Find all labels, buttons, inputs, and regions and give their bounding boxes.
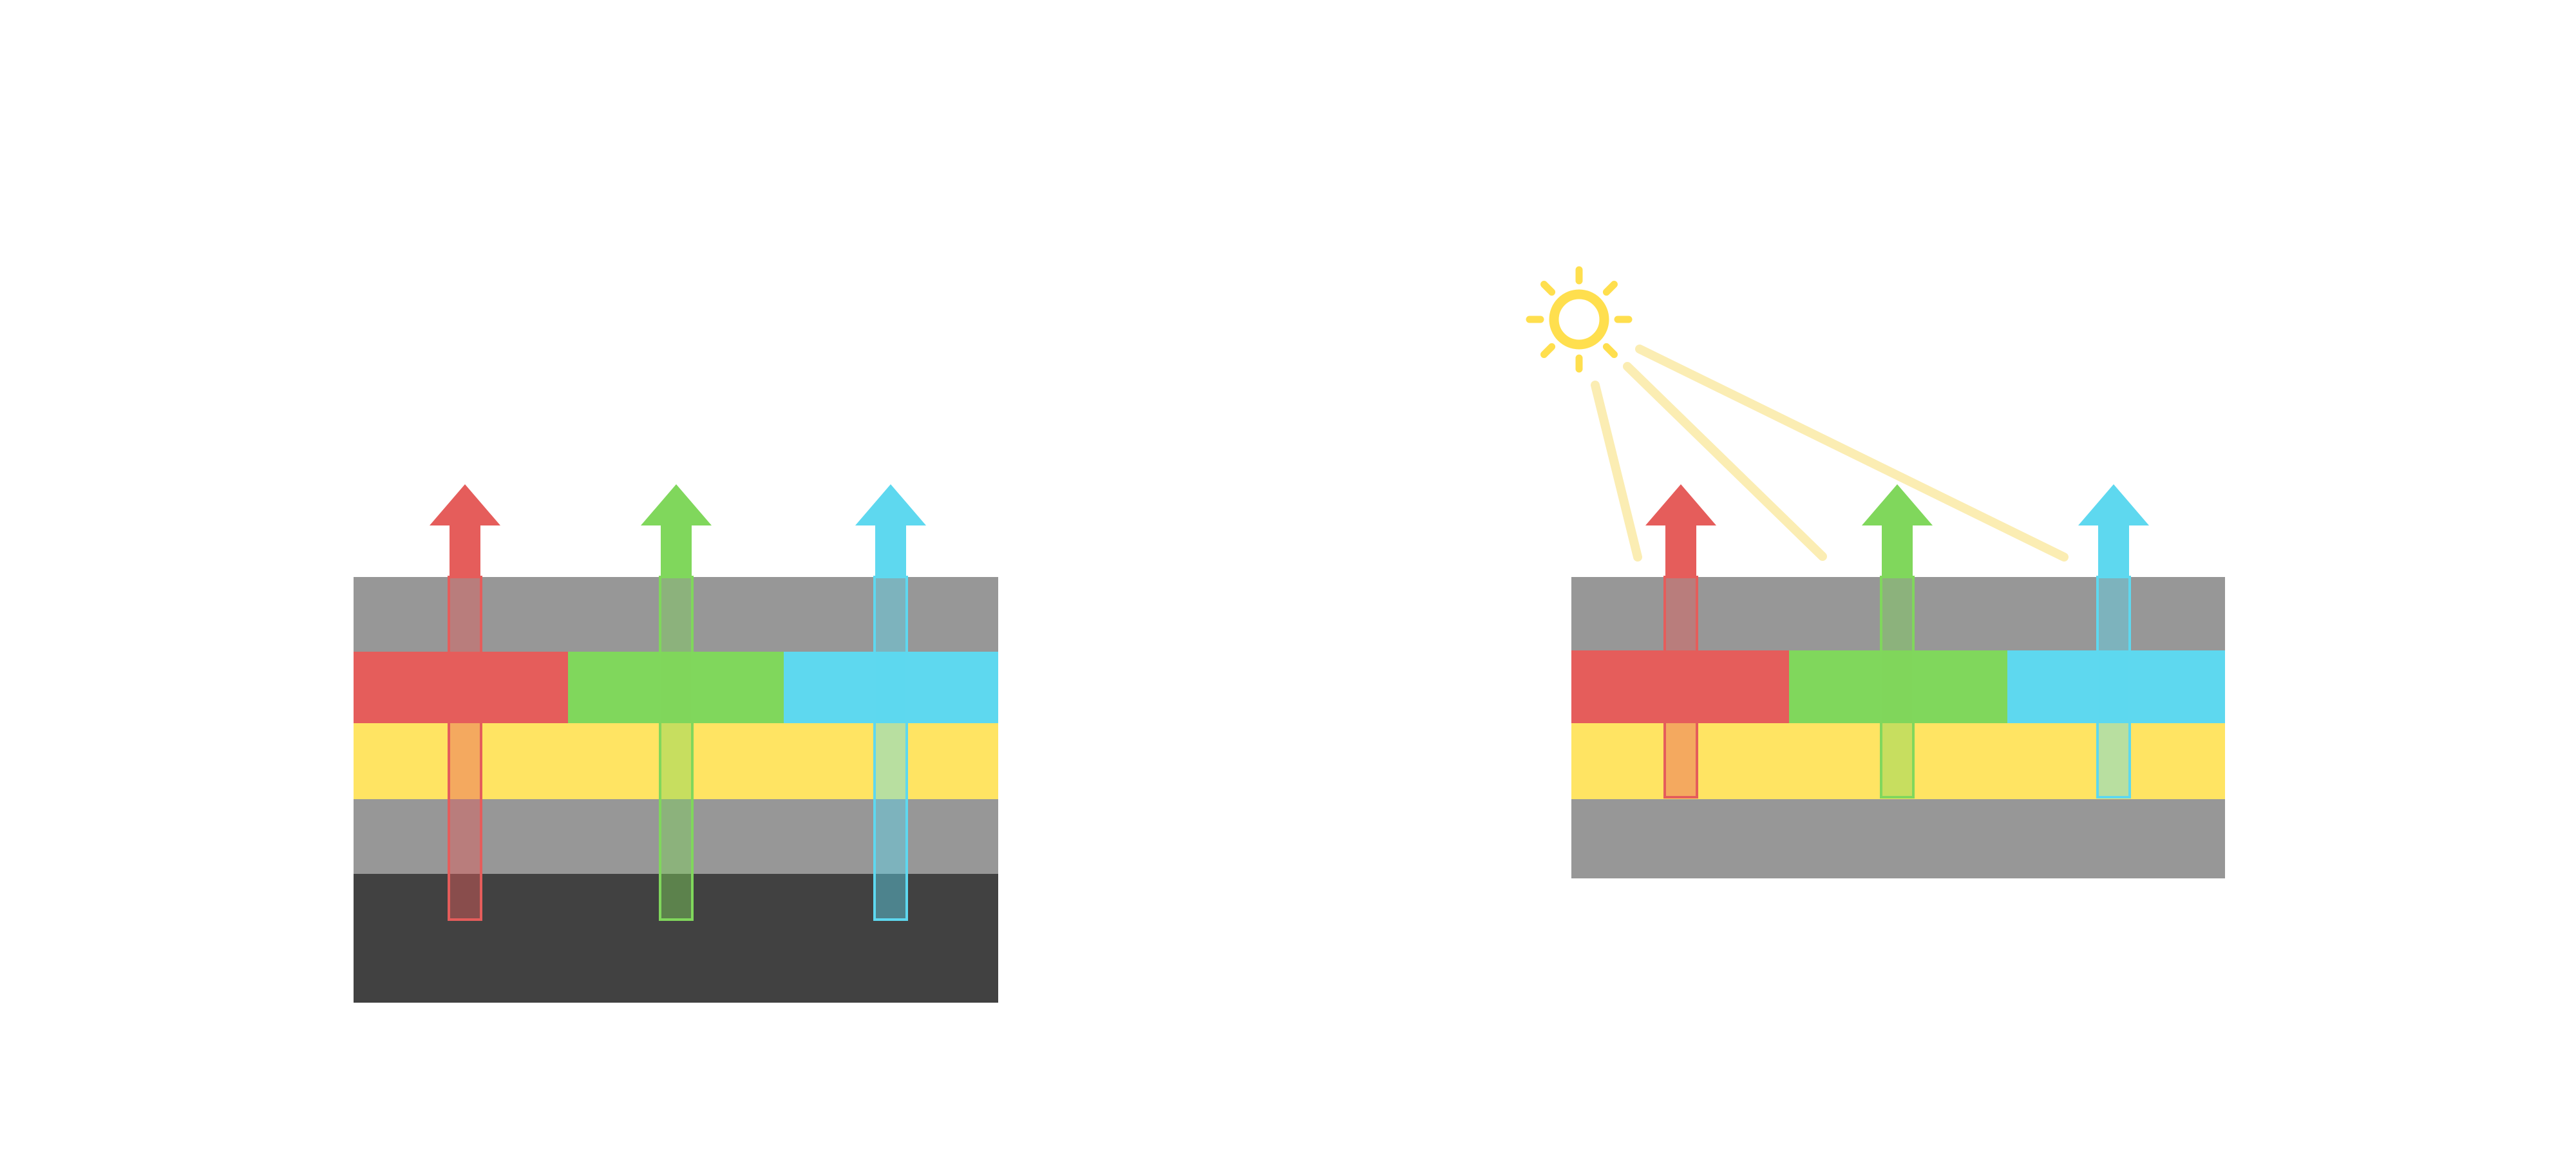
emissive-display-panel: [354, 484, 998, 1003]
left-red-subpixel: [354, 652, 568, 723]
right-green-arrow-head: [1862, 484, 1933, 578]
right-green-arrow-shaft: [1880, 576, 1915, 799]
left-green-arrow-shaft: [659, 576, 694, 921]
sun-icon: [1526, 266, 1633, 373]
right-red-up-arrow: [1645, 484, 1716, 799]
right-gray-bottom-layer: [1571, 799, 2225, 878]
left-gray-lower-layer: [354, 799, 998, 874]
left-red-arrow-shaft: [448, 576, 482, 921]
left-cyan-arrow-shaft: [873, 576, 908, 921]
sun-beam-middle: [1623, 362, 1827, 561]
left-green-up-arrow: [641, 484, 712, 921]
sun-beams: [1591, 345, 2069, 562]
sun-rays: [1526, 266, 1633, 373]
sun-beam-left: [1591, 381, 1642, 562]
right-cyan-arrow-head: [2078, 484, 2149, 578]
right-yellow-layer: [1571, 723, 2225, 799]
left-red-up-arrow: [430, 484, 500, 921]
left-cyan-up-arrow: [855, 484, 926, 921]
left-yellow-layer: [354, 723, 998, 799]
left-gray-top-layer: [354, 577, 998, 652]
left-cyan-arrow-head: [855, 484, 926, 578]
right-gray-top-layer: [1571, 577, 2225, 650]
right-cyan-subpixel: [2007, 650, 2225, 723]
right-red-arrow-head: [1645, 484, 1716, 578]
right-green-up-arrow: [1862, 484, 1933, 799]
reflective-display-panel: [1526, 266, 2225, 878]
right-green-subpixel: [1789, 650, 2007, 723]
right-red-subpixel: [1571, 650, 1789, 723]
left-green-subpixel: [568, 652, 784, 723]
right-red-arrow-shaft: [1663, 576, 1698, 799]
right-cyan-arrow-shaft: [2096, 576, 2131, 799]
left-cyan-subpixel: [784, 652, 998, 723]
sun-beam-right: [1635, 345, 2069, 562]
left-green-arrow-head: [641, 484, 712, 578]
right-cyan-up-arrow: [2078, 484, 2149, 799]
sun-disc-ring: [1549, 289, 1609, 350]
left-dark-base-layer: [354, 874, 998, 1003]
left-red-arrow-head: [430, 484, 500, 578]
